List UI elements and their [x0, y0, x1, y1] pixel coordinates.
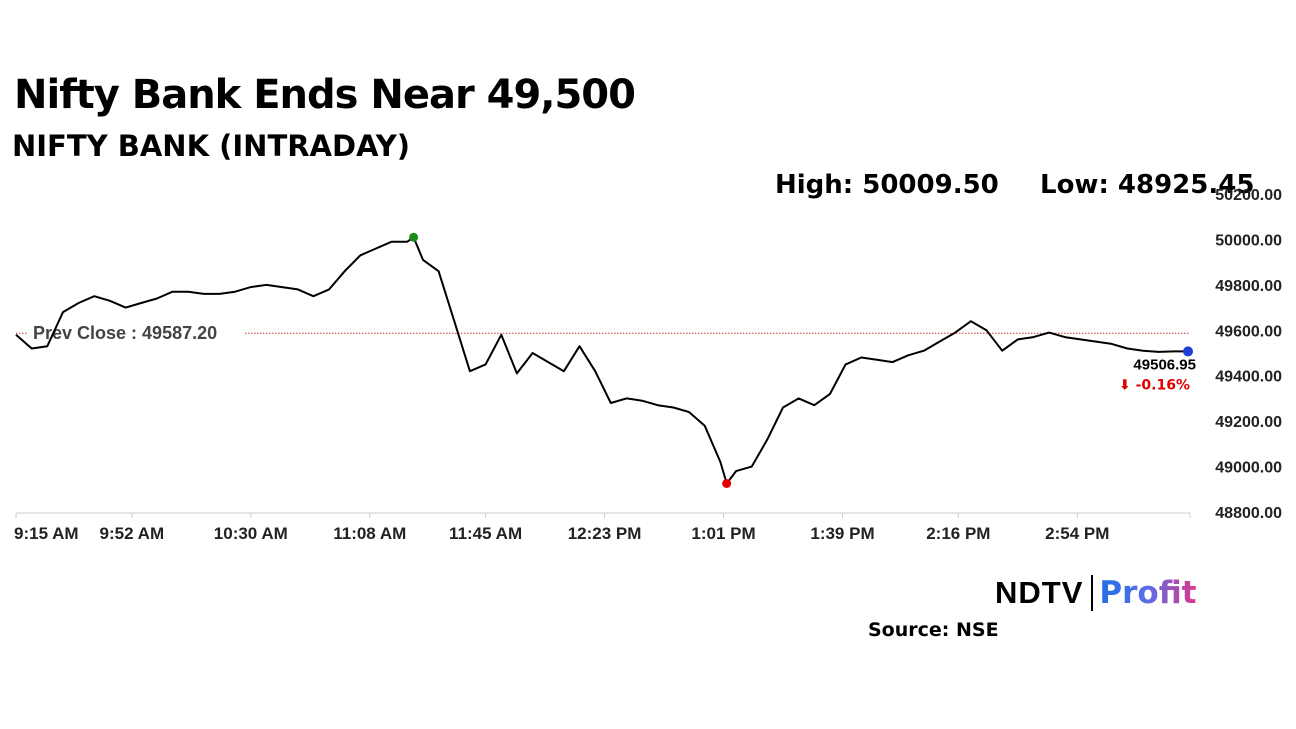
chart-title: Nifty Bank Ends Near 49,500 — [14, 72, 636, 118]
logo-brand: NDTV — [995, 575, 1084, 610]
x-tick-label: 12:23 PM — [568, 524, 642, 543]
x-tick-label: 2:54 PM — [1045, 524, 1109, 543]
y-tick-label: 49400.00 — [1215, 369, 1282, 386]
y-tick-label: 49600.00 — [1215, 323, 1282, 340]
high-stat: High: 50009.50 — [775, 170, 999, 200]
logo-separator — [1091, 575, 1094, 611]
source-note: Source: NSE — [868, 619, 999, 641]
y-tick-label: 48800.00 — [1215, 505, 1282, 522]
x-tick-label: 1:01 PM — [691, 524, 755, 543]
x-tick-label: 11:45 AM — [449, 524, 522, 543]
prev-close-label: Prev Close : 49587.20 — [33, 323, 217, 343]
x-tick-label: 9:15 AM — [14, 524, 79, 543]
x-tick-label: 10:30 AM — [214, 524, 288, 543]
y-tick-label: 50200.00 — [1215, 187, 1282, 204]
last-value-label: 49506.95 — [1133, 356, 1196, 373]
y-tick-label: 49000.00 — [1215, 460, 1282, 477]
x-tick-label: 9:52 AM — [100, 524, 165, 543]
y-tick-label: 50000.00 — [1215, 232, 1282, 249]
x-tick-label: 2:16 PM — [926, 524, 990, 543]
logo-product: Profit — [1099, 575, 1197, 611]
y-tick-label: 49800.00 — [1215, 278, 1282, 295]
y-tick-label: 49200.00 — [1215, 414, 1282, 431]
last-point-marker — [1183, 346, 1193, 357]
x-tick-label: 11:08 AM — [333, 524, 406, 543]
change-label: ⬇ -0.16% — [1119, 377, 1190, 393]
chart-subtitle: NIFTY BANK (INTRADAY) — [12, 129, 410, 163]
high-point-marker — [409, 232, 419, 242]
x-tick-label: 1:39 PM — [810, 524, 874, 543]
low-point-marker — [722, 479, 732, 489]
price-line — [15, 236, 1190, 485]
ndtv-profit-logo: NDTV Profit — [995, 574, 1197, 612]
low-stat: Low: 48925.45 — [1040, 170, 1255, 200]
